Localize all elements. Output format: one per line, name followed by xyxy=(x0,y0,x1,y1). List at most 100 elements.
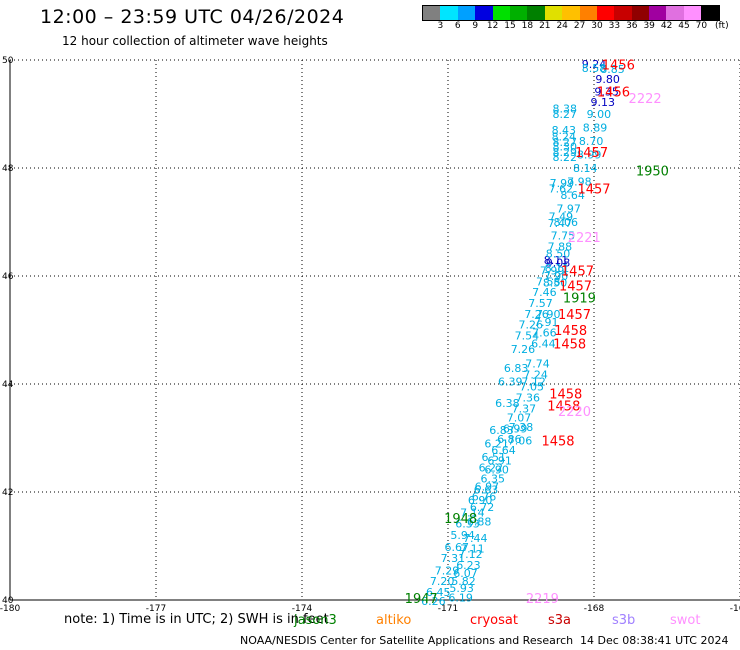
color-scale-tick-label: 39 xyxy=(643,21,655,31)
swh-label: 7.74 xyxy=(525,357,550,370)
pass-time-label: 1458 xyxy=(553,338,586,353)
swh-label: 5.93 xyxy=(449,582,474,595)
swh-label: 7.11 xyxy=(460,543,485,556)
swh-label: 9.00 xyxy=(587,108,612,121)
swh-label: 6.23 xyxy=(456,559,481,572)
swh-label: 8.27 xyxy=(553,108,578,121)
swh-label: 9.24 xyxy=(582,58,607,71)
footer-timestamp: 14 Dec 08:38:41 UTC 2024 xyxy=(580,634,729,647)
swh-label: 6.99 xyxy=(503,422,528,435)
pass-time-label: 1457 xyxy=(561,265,594,280)
swh-label: 8.30 xyxy=(553,140,578,153)
swh-label: 6.07 xyxy=(453,567,478,580)
swh-label: 6.76 xyxy=(472,490,497,503)
swh-label: 8.06 xyxy=(554,216,579,229)
swh-label: 7.06 xyxy=(508,435,533,448)
swh-label: 7.66 xyxy=(532,327,557,340)
swh-label: 7.26 xyxy=(511,343,536,356)
pass-time-label: 1457 xyxy=(577,183,610,198)
swh-label: 8.38 xyxy=(553,103,578,116)
swh-label: 6.21 xyxy=(484,437,509,450)
legend-sat-s3a: s3a xyxy=(548,613,572,628)
swh-label: 8.50 xyxy=(546,247,571,260)
color-scale-tick-label: 15 xyxy=(504,21,516,31)
swh-label: 6.97 xyxy=(475,481,500,494)
x-tick-label: -168 xyxy=(584,604,605,614)
footer-note: note: 1) Time is in UTC; 2) SWH is in fe… xyxy=(64,612,329,627)
color-swatch xyxy=(701,6,719,20)
color-swatch xyxy=(596,6,615,20)
x-tick-label: -177 xyxy=(146,604,166,614)
swh-label: 8.70 xyxy=(579,135,604,148)
color-scale-tick-label: 36 xyxy=(626,21,638,31)
swh-label: 8.64 xyxy=(560,189,585,202)
swh-label: 8.43 xyxy=(552,124,577,137)
swh-label: 7.26 xyxy=(518,319,543,332)
color-swatch xyxy=(475,6,493,20)
x-tick-label: -180 xyxy=(0,604,20,614)
swh-label: 7.46 xyxy=(532,286,557,299)
legend-sat-swot: swot xyxy=(670,613,701,628)
color-swatch xyxy=(631,6,650,20)
swh-label: 6.83 xyxy=(504,362,529,375)
pass-time-label: 1948 xyxy=(444,512,477,527)
pass-time-label: 1947 xyxy=(405,592,438,607)
pass-time-label: 1458 xyxy=(547,400,580,415)
swh-label: 9.08 xyxy=(546,257,571,270)
swh-label: 6.22 xyxy=(479,462,504,475)
swh-label: 6.88 xyxy=(467,516,492,529)
swh-label: 7.07 xyxy=(507,411,532,424)
swh-label: 7.47 xyxy=(548,217,573,230)
swh-label: 8.11 xyxy=(544,254,569,267)
swh-label: 7.98 xyxy=(567,176,592,189)
pass-time-label: 1458 xyxy=(541,435,574,450)
color-swatch xyxy=(527,6,545,20)
swh-label: 7.12 xyxy=(521,375,546,388)
swh-label: 8.14 xyxy=(573,162,598,175)
color-scale-tick-label: 18 xyxy=(521,21,534,31)
swh-label: 8.27 xyxy=(553,136,578,149)
y-tick-label: 48 xyxy=(2,164,14,174)
color-scale-labels: 3 6 9 12 15 18 21 24 27 30 33 36 39 42 45 70 (ft) xyxy=(422,21,740,33)
color-scale-tick-label: 9 xyxy=(472,21,479,31)
swh-label: 6.35 xyxy=(481,473,506,486)
y-tick-label: 50 xyxy=(2,56,14,66)
swh-label: 7.37 xyxy=(512,402,537,415)
swh-label: 7.75 xyxy=(551,230,576,243)
y-tick-label: 42 xyxy=(2,488,13,498)
color-swatch xyxy=(562,6,580,20)
y-tick-label: 46 xyxy=(2,272,14,282)
color-scale-tick-label: 45 xyxy=(678,21,690,31)
pass-time-label: 1919 xyxy=(563,292,596,307)
color-swatch xyxy=(492,6,510,20)
legend-sat-cryosat: cryosat xyxy=(470,613,518,628)
swh-label: 6.63 xyxy=(474,483,499,496)
pass-time-label: 1950 xyxy=(636,165,669,180)
page-title: 12:00 – 23:59 UTC 04/26/2024 xyxy=(40,6,345,28)
color-scale-tick-label: 24 xyxy=(556,21,568,31)
swh-label: 7.88 xyxy=(548,240,573,253)
pass-time-label: 1458 xyxy=(549,388,582,403)
swh-label: 7.36 xyxy=(516,392,541,405)
swh-label: 7.26 xyxy=(524,308,549,321)
swh-label: 8.11 xyxy=(545,262,570,275)
legend-sat-altiko: altiko xyxy=(376,613,412,628)
y-tick-label: 40 xyxy=(2,596,14,606)
pass-time-label: 1456 xyxy=(602,58,635,73)
swh-label: 8.58 xyxy=(582,62,607,75)
x-tick-label: -174 xyxy=(292,604,313,614)
swh-label: 8.24 xyxy=(552,131,577,144)
x-tick-label: -165 xyxy=(730,604,740,614)
pass-time-label: 2220 xyxy=(558,405,591,420)
swh-label: 7.99 xyxy=(540,265,565,278)
color-scale-tick-label: 30 xyxy=(591,21,603,31)
color-swatch xyxy=(457,6,476,20)
color-scale-unit: (ft) xyxy=(715,21,729,31)
swh-label: 6.33 xyxy=(455,517,480,530)
swh-label: 7.12 xyxy=(458,548,483,561)
swh-label: 8.29 xyxy=(553,146,578,159)
swh-label: 6.91 xyxy=(487,455,512,468)
swh-label: 6.67 xyxy=(445,541,470,554)
swh-label: 7.29 xyxy=(435,564,460,577)
pass-time-label: 2221 xyxy=(568,231,601,246)
